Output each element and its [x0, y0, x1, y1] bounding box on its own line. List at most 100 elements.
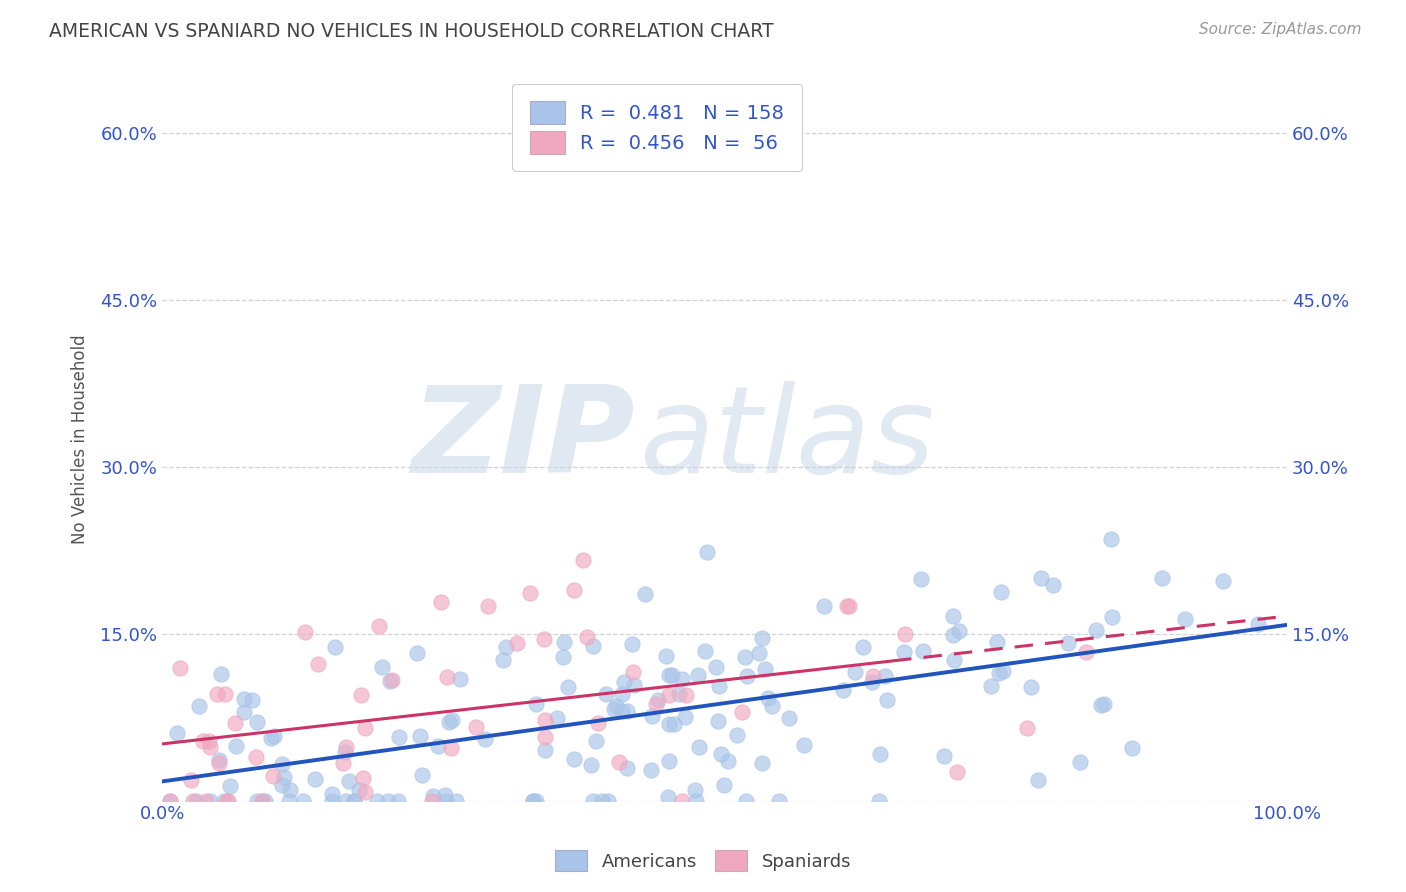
Point: [851, 640, 873, 655]
Point: [197, 734, 219, 748]
Point: [381, 673, 404, 688]
Point: [582, 794, 605, 808]
Point: [640, 708, 662, 723]
Point: [411, 768, 433, 782]
Point: [387, 794, 409, 808]
Point: [166, 726, 188, 740]
Point: [1247, 616, 1270, 631]
Point: [388, 730, 411, 744]
Point: [217, 794, 239, 808]
Point: [519, 586, 541, 600]
Point: [893, 645, 915, 659]
Y-axis label: No Vehicles in Household: No Vehicles in Household: [72, 334, 89, 544]
Point: [591, 794, 613, 808]
Point: [188, 698, 211, 713]
Point: [180, 772, 202, 787]
Point: [436, 670, 458, 684]
Point: [704, 660, 727, 674]
Point: [262, 769, 284, 783]
Point: [250, 794, 273, 808]
Point: [278, 782, 301, 797]
Point: [304, 772, 326, 786]
Point: [1057, 636, 1080, 650]
Point: [585, 734, 607, 748]
Point: [768, 794, 790, 808]
Point: [813, 599, 835, 614]
Point: [422, 789, 444, 803]
Point: [271, 778, 294, 792]
Point: [1174, 612, 1197, 626]
Point: [208, 754, 231, 768]
Point: [948, 624, 970, 639]
Point: [1090, 698, 1112, 712]
Point: [582, 639, 605, 653]
Point: [1084, 624, 1107, 638]
Point: [605, 699, 627, 714]
Point: [253, 794, 276, 808]
Point: [245, 750, 267, 764]
Point: [686, 667, 709, 681]
Point: [988, 666, 1011, 681]
Point: [352, 771, 374, 785]
Point: [990, 584, 1012, 599]
Point: [477, 599, 499, 613]
Point: [793, 738, 815, 752]
Point: [212, 794, 235, 808]
Point: [658, 717, 681, 731]
Point: [534, 743, 557, 757]
Point: [671, 672, 693, 686]
Point: [695, 644, 717, 658]
Point: [942, 609, 965, 624]
Point: [647, 693, 669, 707]
Legend: R =  0.481   N = 158, R =  0.456   N =  56: R = 0.481 N = 158, R = 0.456 N = 56: [512, 84, 801, 171]
Point: [756, 691, 779, 706]
Point: [377, 794, 399, 808]
Point: [1092, 697, 1115, 711]
Point: [246, 794, 269, 808]
Point: [366, 794, 388, 808]
Point: [406, 646, 429, 660]
Point: [291, 794, 314, 808]
Point: [218, 779, 240, 793]
Point: [368, 619, 391, 633]
Point: [353, 785, 375, 799]
Point: [683, 783, 706, 797]
Point: [1021, 680, 1043, 694]
Point: [860, 675, 883, 690]
Point: [449, 672, 471, 686]
Point: [862, 669, 884, 683]
Point: [524, 697, 547, 711]
Point: [838, 599, 860, 613]
Point: [551, 649, 574, 664]
Point: [831, 683, 853, 698]
Point: [598, 794, 620, 808]
Point: [658, 688, 681, 702]
Point: [621, 665, 644, 679]
Point: [534, 730, 557, 744]
Text: Source: ZipAtlas.com: Source: ZipAtlas.com: [1198, 22, 1361, 37]
Point: [273, 770, 295, 784]
Point: [586, 716, 609, 731]
Point: [271, 756, 294, 771]
Point: [727, 728, 749, 742]
Point: [662, 716, 685, 731]
Point: [308, 657, 330, 672]
Point: [980, 679, 1002, 693]
Legend: Americans, Spaniards: Americans, Spaniards: [547, 843, 859, 879]
Point: [607, 755, 630, 769]
Point: [217, 794, 239, 808]
Point: [612, 688, 634, 702]
Point: [731, 705, 754, 719]
Point: [169, 661, 191, 675]
Point: [991, 664, 1014, 678]
Point: [613, 675, 636, 690]
Point: [616, 761, 638, 775]
Point: [232, 705, 254, 719]
Point: [343, 794, 366, 808]
Point: [873, 669, 896, 683]
Point: [524, 794, 547, 808]
Point: [434, 788, 457, 802]
Point: [347, 783, 370, 797]
Point: [945, 765, 967, 780]
Point: [911, 643, 934, 657]
